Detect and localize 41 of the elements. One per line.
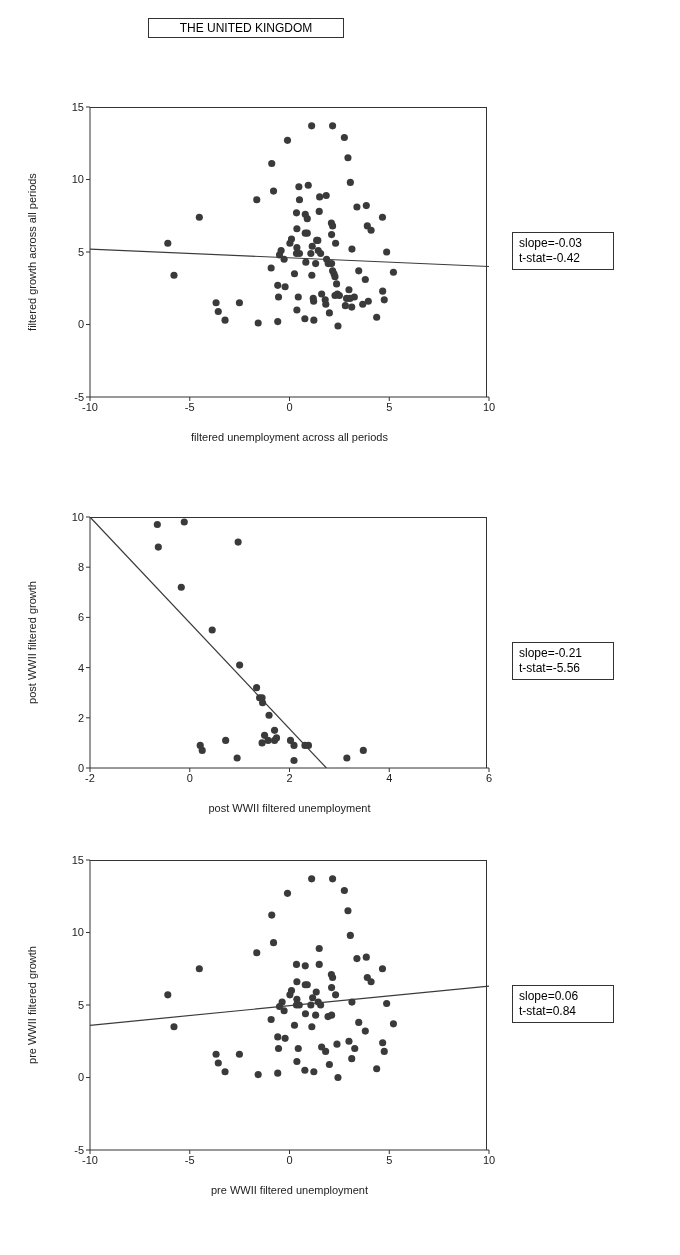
y-tick-label: 0 xyxy=(77,318,84,331)
y-tick-label: 5 xyxy=(77,245,84,258)
y-axis-title: post WWII filtered growth xyxy=(25,581,38,704)
y-tick-label: 4 xyxy=(77,661,84,674)
x-tick-label: -5 xyxy=(184,1153,195,1166)
y-tick-label: -5 xyxy=(74,390,84,403)
x-tick-label: 0 xyxy=(286,1153,293,1166)
y-tick-label: 0 xyxy=(77,1071,84,1084)
x-tick-label: 4 xyxy=(386,771,393,784)
x-tick-label: -10 xyxy=(82,400,98,413)
x-tick-label: 5 xyxy=(386,400,393,413)
y-tick-label: 6 xyxy=(77,611,84,624)
y-tick-label: 8 xyxy=(77,561,84,574)
y-axis-title: pre WWII filtered growth xyxy=(25,946,38,1064)
y-tick-label: 10 xyxy=(71,510,84,523)
x-tick-label: 5 xyxy=(386,1153,393,1166)
stats-box: slope=-0.03 t-stat=-0.42 xyxy=(512,232,614,270)
y-tick-label: 15 xyxy=(71,100,84,113)
x-tick-label: -10 xyxy=(82,1153,98,1166)
stats-box: slope=0.06 t-stat=0.84 xyxy=(512,985,614,1023)
x-tick-label: 6 xyxy=(485,771,493,784)
x-tick-label: 2 xyxy=(286,771,293,784)
x-axis-title: filtered unemployment across all periods xyxy=(191,430,389,443)
y-axis-title: filtered growth across all periods xyxy=(25,172,38,331)
x-axis-title: post WWII filtered unemployment xyxy=(208,801,371,814)
y-tick-label: 5 xyxy=(77,998,84,1011)
y-tick-label: 10 xyxy=(71,173,84,186)
chart-title: THE UNITED KINGDOM xyxy=(148,18,344,38)
x-axis-title: pre WWII filtered unemployment xyxy=(210,1183,369,1196)
y-tick-label: 0 xyxy=(77,761,84,774)
x-tick-label: -5 xyxy=(184,400,195,413)
y-tick-label: -5 xyxy=(74,1143,84,1156)
y-tick-label: 2 xyxy=(77,711,84,724)
y-tick-label: 10 xyxy=(71,926,84,939)
y-tick-label: 15 xyxy=(71,853,84,866)
x-tick-label: 0 xyxy=(286,400,293,413)
x-tick-label: 10 xyxy=(482,400,496,413)
stats-box: slope=-0.21 t-stat=-5.56 xyxy=(512,642,614,680)
x-tick-label: 10 xyxy=(482,1153,496,1166)
x-tick-label: -2 xyxy=(85,771,95,784)
x-tick-label: 0 xyxy=(186,771,193,784)
